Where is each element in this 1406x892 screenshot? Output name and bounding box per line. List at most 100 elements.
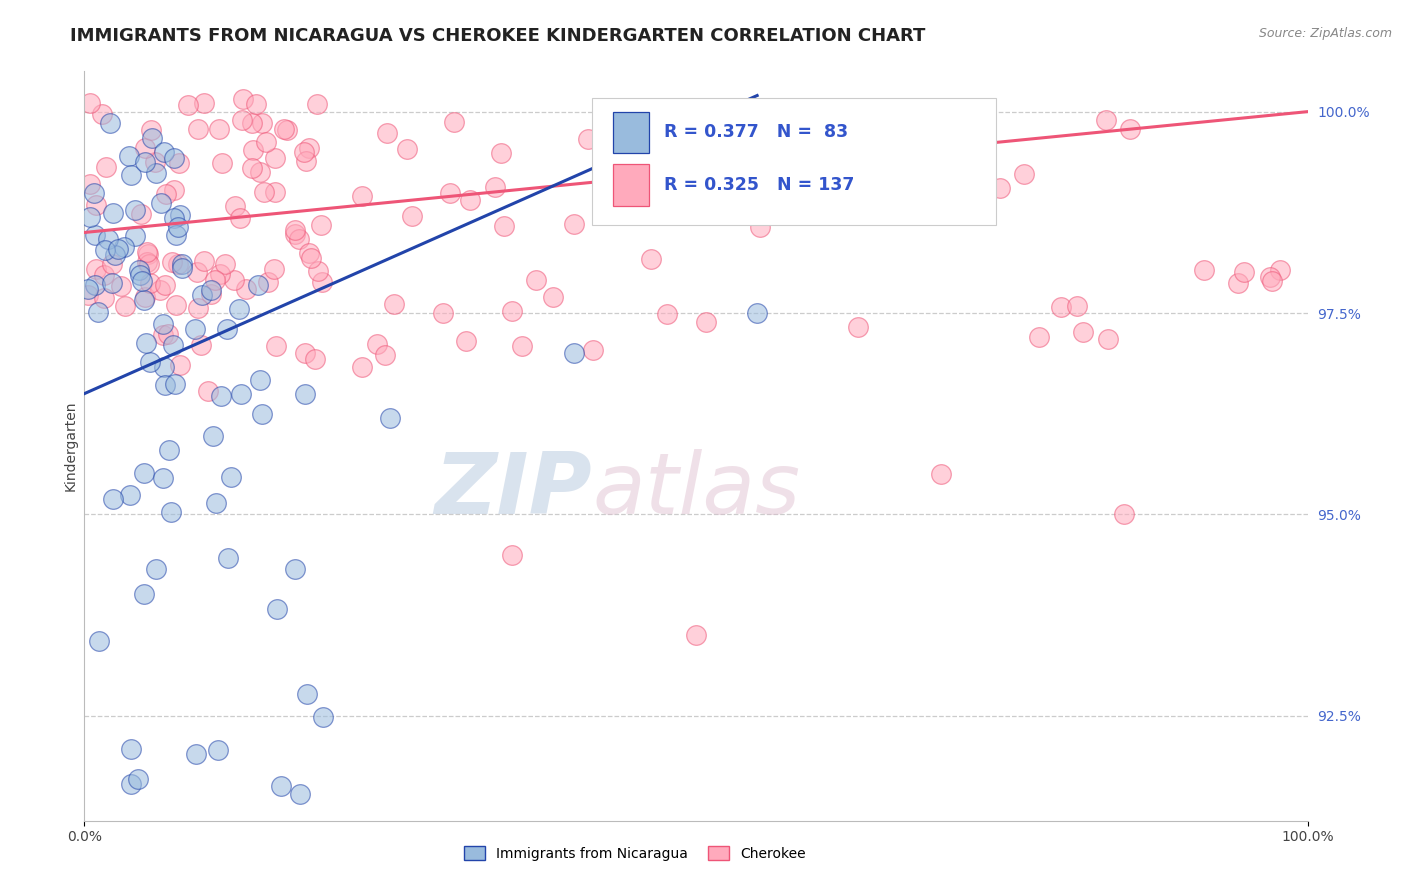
Point <box>304 351 326 366</box>
Point <box>107 242 129 256</box>
Point <box>846 319 869 334</box>
Point <box>155 187 177 202</box>
Point <box>270 780 292 794</box>
Point <box>1192 263 1215 277</box>
Point <box>458 193 481 207</box>
Point <box>250 407 273 421</box>
Point <box>217 551 239 566</box>
Point <box>77 288 100 302</box>
Point <box>231 112 253 127</box>
Point <box>191 288 214 302</box>
Point <box>228 302 250 317</box>
Point <box>110 279 132 293</box>
Point <box>208 121 231 136</box>
Point <box>204 496 226 510</box>
Point <box>186 264 208 278</box>
Point <box>1261 274 1284 288</box>
Point <box>86 305 108 319</box>
Point <box>152 317 174 331</box>
Point <box>443 115 465 129</box>
Point <box>209 389 232 403</box>
Point <box>152 327 174 342</box>
Point <box>489 146 512 161</box>
Point <box>1095 113 1118 128</box>
Point <box>219 470 242 484</box>
Point <box>576 131 599 145</box>
Point <box>136 245 159 260</box>
Point <box>93 268 115 282</box>
Point <box>193 95 215 110</box>
Point <box>311 275 333 289</box>
Point <box>165 228 187 243</box>
Point <box>217 321 239 335</box>
Point <box>988 180 1011 194</box>
Point <box>86 197 108 211</box>
Point <box>134 155 156 169</box>
Point <box>352 359 374 374</box>
Point <box>91 107 114 121</box>
Point <box>145 166 167 180</box>
Point <box>132 466 155 480</box>
Point <box>103 206 125 220</box>
Point <box>294 154 316 169</box>
Point <box>184 747 207 762</box>
Point <box>104 248 127 262</box>
Point <box>374 348 396 362</box>
Point <box>97 232 120 246</box>
Point <box>299 251 322 265</box>
Point <box>143 154 166 169</box>
Point <box>172 260 194 275</box>
Point <box>150 196 173 211</box>
Point <box>284 562 307 576</box>
Point <box>79 177 101 191</box>
Point <box>851 127 873 141</box>
Point <box>240 161 263 175</box>
Point <box>366 337 388 351</box>
Point <box>222 273 245 287</box>
Point <box>136 247 159 261</box>
Point <box>375 126 398 140</box>
Bar <box>613 164 650 206</box>
Point <box>124 203 146 218</box>
Point <box>929 467 952 482</box>
Point <box>202 429 225 443</box>
Point <box>582 343 605 357</box>
Point <box>193 253 215 268</box>
Point <box>138 257 160 271</box>
Point <box>120 742 142 756</box>
Point <box>136 255 159 269</box>
Text: R = 0.377   N =  83: R = 0.377 N = 83 <box>664 123 848 141</box>
Point <box>312 710 335 724</box>
Point <box>484 179 506 194</box>
Point <box>187 122 209 136</box>
Point <box>79 95 101 110</box>
Point <box>284 223 307 237</box>
Point <box>128 268 150 283</box>
Point <box>264 185 287 199</box>
Point <box>562 217 585 231</box>
Point <box>240 116 263 130</box>
Text: atlas: atlas <box>592 450 800 533</box>
Point <box>1071 326 1094 340</box>
Point <box>187 301 209 315</box>
Point <box>288 787 311 801</box>
Point <box>254 135 277 149</box>
Point <box>510 339 533 353</box>
Point <box>152 471 174 485</box>
Legend: Immigrants from Nicaragua, Cherokee: Immigrants from Nicaragua, Cherokee <box>458 840 811 866</box>
Point <box>276 123 298 137</box>
Point <box>200 286 222 301</box>
Point <box>1227 276 1250 290</box>
Point <box>84 262 107 277</box>
Point <box>245 96 267 111</box>
Point <box>253 185 276 199</box>
Point <box>135 336 157 351</box>
Point <box>139 277 162 291</box>
Point <box>263 261 285 276</box>
Point <box>124 229 146 244</box>
Point <box>160 254 183 268</box>
Point <box>432 306 454 320</box>
Point <box>249 164 271 178</box>
Point <box>695 315 717 329</box>
Point <box>129 207 152 221</box>
